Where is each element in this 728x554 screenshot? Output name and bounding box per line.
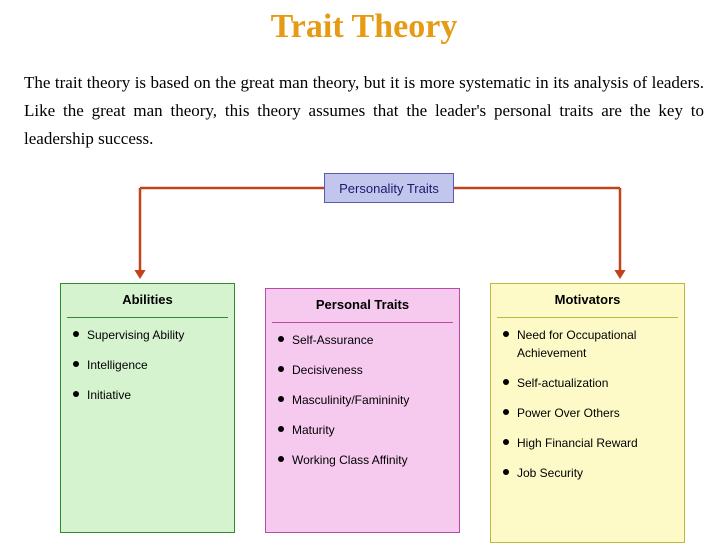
description-text: The trait theory is based on the great m… (24, 69, 704, 153)
column-list-abilities: Supervising Ability Intelligence Initiativ… (61, 318, 234, 422)
list-item: Supervising Ability (73, 326, 228, 344)
page-title: Trait Theory (0, 8, 728, 46)
list-item: Self-Assurance (278, 331, 453, 349)
list-item: Intelligence (73, 356, 228, 374)
top-node-label: Personality Traits (339, 181, 439, 196)
list-item: Initiative (73, 386, 228, 404)
top-node-personality-traits: Personality Traits (324, 173, 454, 203)
column-header-personal: Personal Traits (266, 289, 459, 322)
list-item: Job Security (503, 464, 678, 482)
list-item: Self-actualization (503, 374, 678, 392)
list-item: Masculinity/Famininity (278, 391, 453, 409)
list-item: Working Class Affinity (278, 451, 453, 469)
column-list-motivators: Need for Occupational Achievement Self-ac… (491, 318, 684, 500)
list-item: High Financial Reward (503, 434, 678, 452)
column-abilities: Abilities Supervising Ability Intelligence… (60, 283, 235, 533)
column-list-personal: Self-Assurance Decisiveness Masculinity/Fa… (266, 323, 459, 487)
column-header-abilities: Abilities (61, 284, 234, 317)
list-item: Power Over Others (503, 404, 678, 422)
column-motivators: MotivatorsNeed for Occupational Achievem… (490, 283, 685, 543)
column-personal: Personal Traits Self-Assurance Decisivenes… (265, 288, 460, 533)
list-item: Maturity (278, 421, 453, 439)
list-item: Need for Occupational Achievement (503, 326, 678, 362)
column-header-motivators: Motivators (491, 284, 684, 317)
list-item: Decisiveness (278, 361, 453, 379)
